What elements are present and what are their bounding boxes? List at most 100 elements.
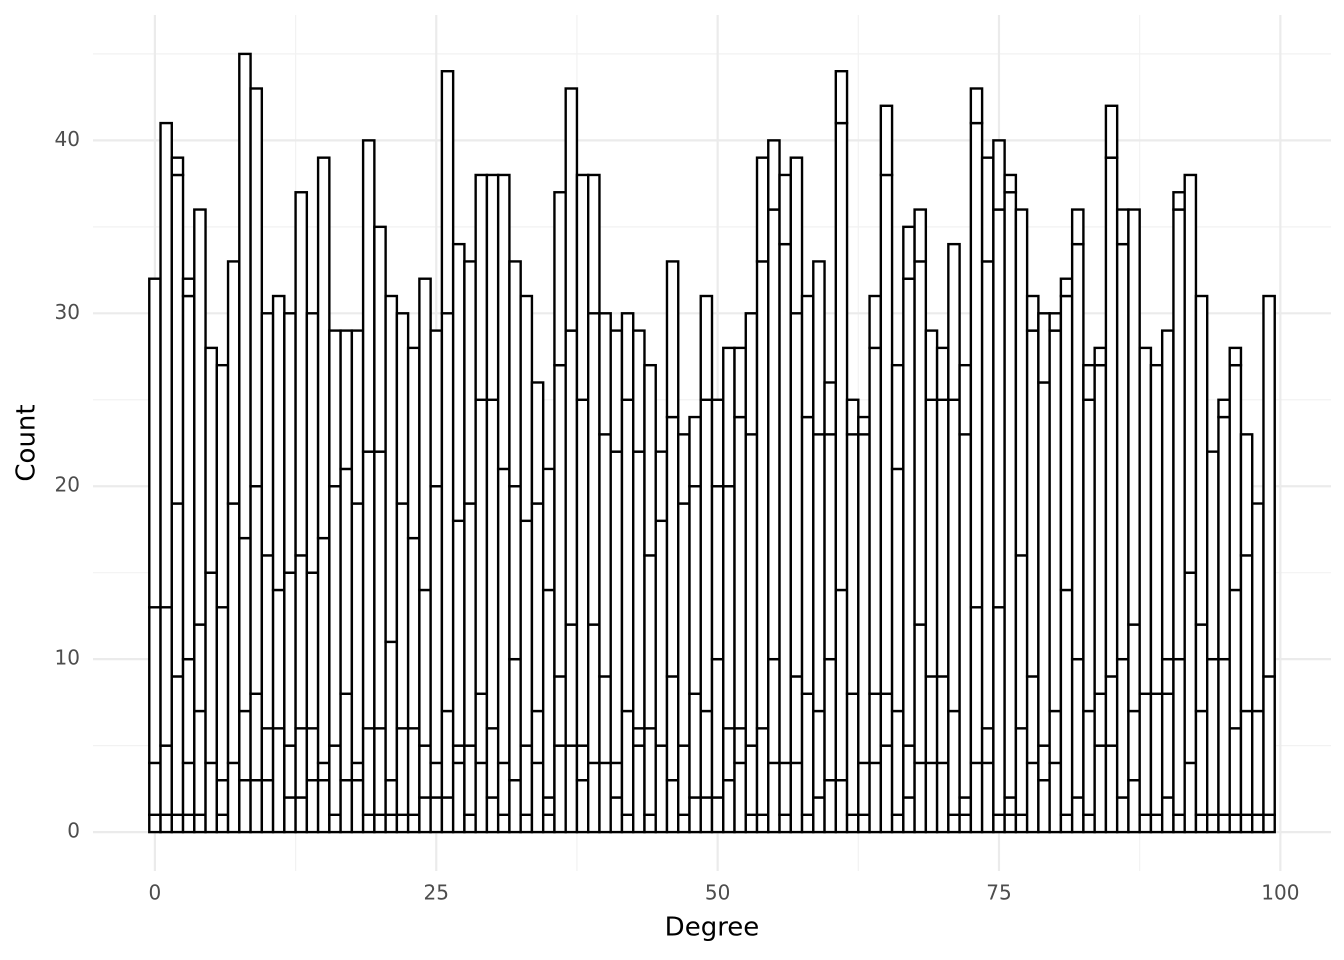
x-tick-label: 50 — [705, 881, 730, 905]
bar-segment — [845, 813, 860, 834]
bar-segment — [643, 813, 657, 834]
bar-segment — [553, 191, 567, 367]
bar-segment — [1228, 363, 1243, 592]
bar-segment — [1138, 813, 1153, 834]
bar-segment — [181, 294, 196, 661]
bar-segment — [1014, 727, 1029, 816]
bar-segment — [879, 173, 894, 695]
bar-segment — [463, 813, 477, 834]
bar-segment — [463, 744, 477, 816]
bar-segment — [1262, 294, 1276, 678]
bar-segment — [339, 467, 354, 695]
bar-segment — [271, 727, 286, 834]
bar-segment — [294, 554, 309, 730]
bar-segment — [1003, 173, 1018, 194]
bar-segment — [1093, 346, 1108, 367]
bar-segment — [1239, 709, 1254, 816]
bar-segment — [632, 329, 646, 453]
bar-segment — [980, 260, 995, 730]
bar-segment — [1059, 588, 1074, 816]
bar-segment — [924, 329, 939, 401]
bar-segment — [170, 813, 185, 834]
bar-segment — [755, 813, 770, 834]
bar-segment — [688, 415, 702, 488]
bar-segment — [530, 761, 545, 834]
bar-segment — [193, 208, 207, 626]
bar-segment — [1183, 761, 1198, 834]
bar-segment — [902, 796, 916, 834]
bar-segment — [249, 692, 264, 782]
bar-segment — [406, 727, 421, 816]
bar-segment — [193, 709, 207, 816]
x-tick-label: 75 — [986, 881, 1011, 905]
bar-segment — [373, 450, 387, 730]
bar-segment — [215, 779, 230, 816]
bar-segment — [643, 363, 657, 557]
bar-segment — [1172, 813, 1186, 834]
bar-segment — [1037, 312, 1051, 384]
bar-segment — [587, 312, 601, 626]
bar-segment — [238, 779, 252, 834]
bar-segment — [890, 709, 905, 816]
bar-segment — [1172, 657, 1186, 816]
bar-segment — [530, 381, 545, 505]
bar-segment — [451, 744, 466, 765]
bar-segment — [1217, 813, 1231, 834]
bar-segment — [238, 52, 252, 540]
bar-segment — [947, 398, 961, 713]
bar-segment — [699, 709, 714, 799]
bar-segment — [440, 312, 455, 713]
bar-segment — [767, 139, 781, 211]
bar-segment — [710, 485, 725, 661]
bar-segment — [587, 173, 601, 315]
bar-segment — [733, 727, 747, 765]
x-tick-label: 25 — [424, 881, 449, 905]
bar-segment — [980, 761, 995, 834]
bar-segment — [800, 813, 815, 834]
bar-segment — [519, 744, 534, 816]
bar-segment — [406, 536, 421, 730]
bar-segment — [373, 225, 387, 453]
bar-segment — [395, 312, 410, 505]
bar-segment — [226, 260, 241, 505]
bar-segment — [935, 675, 950, 765]
bar-segment — [541, 467, 556, 592]
bar-segment — [868, 346, 883, 695]
y-tick-label: 0 — [67, 819, 80, 843]
bar-segment — [406, 346, 421, 540]
bar-segment — [778, 813, 792, 834]
bar-segment — [519, 294, 534, 523]
bar-segment — [1228, 346, 1243, 367]
bar-segment — [474, 692, 489, 765]
bar-segment — [710, 398, 725, 488]
bar-segment — [733, 415, 747, 730]
bar-segment — [598, 761, 612, 834]
bar-segment — [170, 502, 185, 678]
bar-segment — [1251, 709, 1265, 816]
bar-segment — [283, 796, 297, 834]
bar-segment — [1228, 588, 1243, 730]
bar-segment — [384, 640, 399, 782]
bar-segment — [305, 727, 320, 782]
bar-segment — [316, 779, 331, 834]
bar-segment — [249, 87, 264, 488]
bar-segment — [947, 242, 961, 401]
bar-segment — [541, 813, 556, 834]
bar-segment — [238, 536, 252, 713]
bar-segment — [564, 329, 579, 626]
bar-segment — [1194, 623, 1209, 713]
bar-segment — [609, 450, 624, 765]
bar-segment — [541, 796, 556, 816]
y-tick-label: 10 — [55, 646, 80, 670]
bar-segment — [373, 813, 387, 834]
bar-segment — [1262, 675, 1276, 816]
bar-segment — [148, 277, 162, 609]
bar-segment — [1025, 761, 1040, 834]
bar-segment — [1082, 709, 1096, 816]
bar-segment — [418, 796, 432, 834]
bar-segment — [451, 761, 466, 834]
bar-segment — [823, 657, 838, 782]
bar-segment — [316, 761, 331, 782]
bar-segment — [575, 398, 590, 747]
bar-segment — [395, 813, 410, 834]
